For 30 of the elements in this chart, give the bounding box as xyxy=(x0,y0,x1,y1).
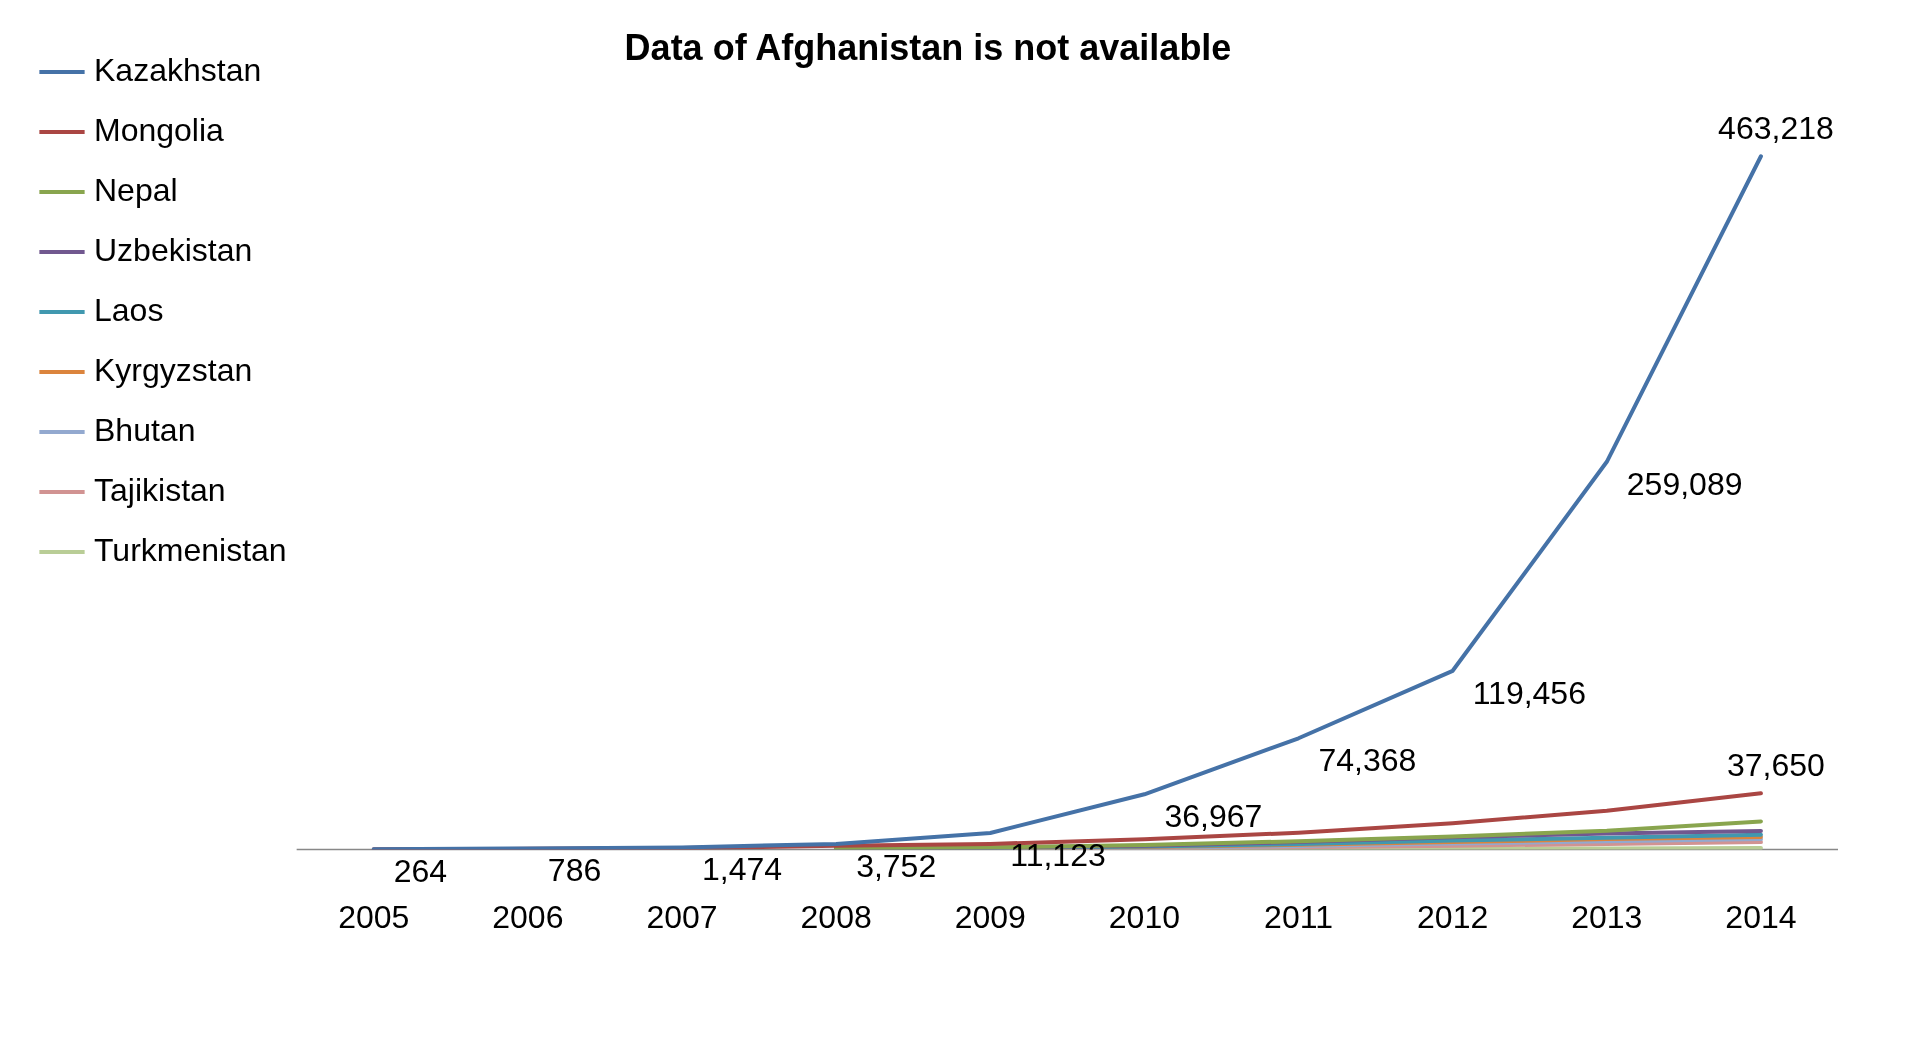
legend-label: Uzbekistan xyxy=(94,231,253,268)
x-tick-label: 2005 xyxy=(338,898,410,935)
chart-title: Data of Afghanistan is not available xyxy=(624,26,1232,68)
data-label: 3,752 xyxy=(856,847,937,884)
x-tick-label: 2014 xyxy=(1725,898,1797,935)
data-label: 37,650 xyxy=(1727,747,1825,784)
data-label: 259,089 xyxy=(1626,465,1743,502)
x-tick-label: 2011 xyxy=(1264,898,1333,935)
x-tick-label: 2012 xyxy=(1417,898,1489,935)
data-label: 36,967 xyxy=(1164,798,1263,835)
data-label: 264 xyxy=(393,853,448,890)
legend-label: Laos xyxy=(94,291,164,328)
legend-label: Mongolia xyxy=(94,111,225,148)
x-tick-label: 2007 xyxy=(646,898,718,935)
x-tick-label: 2013 xyxy=(1571,898,1643,935)
data-label: 463,218 xyxy=(1718,110,1834,147)
legend-label: Tajikistan xyxy=(94,471,226,508)
data-label: 74,368 xyxy=(1318,742,1417,779)
legend-label: Kazakhstan xyxy=(94,51,262,88)
data-label: 119,456 xyxy=(1472,674,1586,711)
x-tick-label: 2010 xyxy=(1108,898,1180,935)
legend-label: Kyrgyzstan xyxy=(94,351,253,388)
x-tick-label: 2009 xyxy=(954,898,1026,935)
data-label: 786 xyxy=(547,852,602,889)
data-label: 1,474 xyxy=(701,851,783,888)
legend-label: Bhutan xyxy=(94,411,196,448)
x-tick-label: 2008 xyxy=(800,898,872,935)
legend-label: Nepal xyxy=(94,171,178,208)
x-tick-label: 2006 xyxy=(492,898,564,935)
legend-label: Turkmenistan xyxy=(94,531,287,568)
